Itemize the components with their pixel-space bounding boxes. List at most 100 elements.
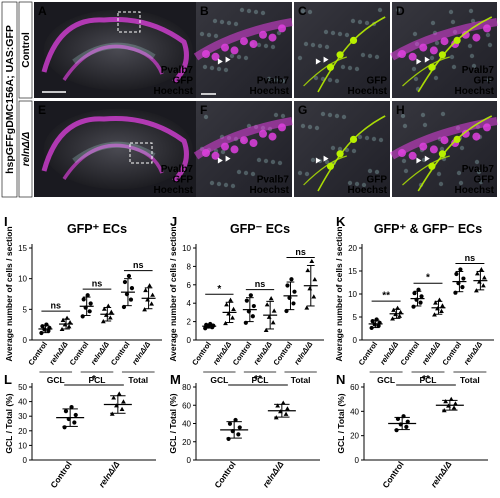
nucleus xyxy=(280,113,286,119)
channel-label: Pvalb7 xyxy=(257,76,290,87)
nucleus xyxy=(229,53,235,59)
y-tick-label: 15 xyxy=(18,244,27,253)
data-point xyxy=(481,275,487,280)
data-point xyxy=(107,315,113,320)
pvalb7-cell xyxy=(230,46,239,55)
category-label: Control xyxy=(48,459,74,489)
category-label: relnΔ/Δ xyxy=(96,459,121,489)
gfp-cell xyxy=(326,162,335,170)
nucleus xyxy=(324,44,330,50)
nucleus xyxy=(239,7,245,13)
y-tick-label: 10 xyxy=(18,441,27,450)
group-label: Total xyxy=(291,375,311,385)
channel-label: Hoechst xyxy=(455,86,495,97)
gfp-cell xyxy=(428,63,436,71)
channel-label: GFP xyxy=(473,175,494,186)
panel-letter: G xyxy=(298,103,307,117)
nucleus xyxy=(456,170,462,176)
nucleus xyxy=(243,170,249,176)
nucleus xyxy=(219,19,225,25)
nucleus xyxy=(357,19,363,25)
data-point xyxy=(369,325,374,331)
arrowhead-icon xyxy=(416,157,422,164)
arrowhead-icon xyxy=(416,58,422,65)
data-point xyxy=(231,306,236,311)
charts: I GFP⁺ ECs 0 5 10 15 Average number of cells /… xyxy=(4,214,494,490)
data-point xyxy=(454,271,459,277)
data-point xyxy=(108,309,114,314)
group-label: PCL xyxy=(420,375,437,385)
category-label: relnΔ/Δ xyxy=(252,340,274,366)
nucleus xyxy=(270,44,276,50)
significance-label: * xyxy=(426,273,430,284)
group-label: GCL xyxy=(377,375,395,385)
nucleus xyxy=(334,78,340,84)
data-point xyxy=(250,314,255,319)
significance-label: ns xyxy=(92,279,103,289)
nucleus xyxy=(377,7,383,13)
chart-j: J GFP⁻ ECs 0 2 4 6 8 10 Average number of cells … xyxy=(168,214,324,385)
nucleus xyxy=(486,77,492,83)
data-point xyxy=(143,287,148,293)
category-label: relnΔ/Δ xyxy=(211,340,233,366)
nucleus xyxy=(433,75,439,81)
data-point xyxy=(122,279,128,285)
category-label: Control xyxy=(440,340,463,367)
chart-title: GFP⁺ & GFP⁻ ECs xyxy=(374,222,482,236)
data-point xyxy=(69,405,74,410)
data-point xyxy=(233,417,238,423)
chart-title: GFP⁻ ECs xyxy=(230,222,290,236)
y-tick-label: 40 xyxy=(18,398,27,407)
nucleus xyxy=(209,180,215,186)
y-axis-label: Average number of cells / section xyxy=(334,226,344,361)
nucleus xyxy=(263,158,269,164)
category-label: relnΔ/Δ xyxy=(420,340,442,366)
data-point xyxy=(437,297,442,302)
y-tick-label: 0 xyxy=(187,336,192,345)
y-tick-label: 50 xyxy=(18,383,27,392)
row-label-box-reln xyxy=(18,100,33,198)
channel-label: GFP xyxy=(473,76,494,87)
arrowhead-icon xyxy=(217,58,223,65)
nucleus xyxy=(260,10,266,16)
y-tick-label: 80 xyxy=(182,383,191,392)
data-point xyxy=(248,293,253,298)
nucleus xyxy=(327,77,333,83)
nucleus xyxy=(378,137,384,143)
nucleus xyxy=(297,55,303,61)
hoechst-signal xyxy=(72,42,156,65)
data-point xyxy=(419,294,424,299)
channel-label: GFP xyxy=(172,76,193,87)
nucleus xyxy=(313,75,319,81)
nucleus xyxy=(469,53,475,59)
pvalb7-cell xyxy=(211,52,220,61)
row-label-control: Control xyxy=(21,32,32,68)
group-label: PCL xyxy=(252,375,269,385)
channel-label: GFP xyxy=(172,175,193,186)
tissue-background xyxy=(294,2,390,98)
nucleus xyxy=(344,32,350,38)
chart-title: GFP⁺ ECs xyxy=(67,222,127,236)
nucleus xyxy=(230,183,236,189)
nucleus xyxy=(216,181,222,187)
data-point xyxy=(271,308,277,313)
data-point xyxy=(283,411,289,416)
data-point xyxy=(237,425,242,430)
nucleus xyxy=(212,18,218,24)
pvalb7-cell xyxy=(398,149,406,157)
gfp-process xyxy=(402,155,450,186)
chart-l: L 0 10 20 30 40 50 GCL / Total (%) Control relnΔ/… xyxy=(4,372,156,490)
significance-label: ns xyxy=(50,301,61,311)
group-label: GCL xyxy=(210,375,228,385)
y-tick-label: 15 xyxy=(348,267,357,276)
panel-letter: H xyxy=(396,103,405,117)
pvalb7-cell xyxy=(408,151,417,160)
panel-letter: N xyxy=(336,372,345,387)
nucleus xyxy=(199,31,205,37)
data-point xyxy=(291,301,296,306)
data-point xyxy=(60,317,66,322)
data-point xyxy=(305,267,311,273)
data-point xyxy=(67,319,73,325)
